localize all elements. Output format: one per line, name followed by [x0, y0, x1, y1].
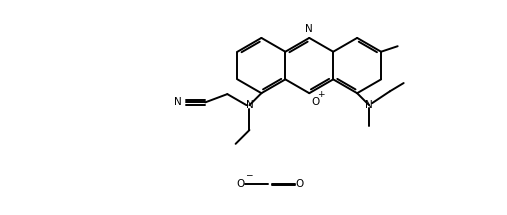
Text: N: N [174, 97, 182, 107]
Text: N: N [365, 100, 373, 110]
Text: O: O [311, 97, 319, 107]
Text: N: N [245, 100, 254, 110]
Text: N: N [305, 24, 313, 34]
Text: O: O [236, 179, 244, 189]
Text: −: − [245, 170, 252, 179]
Text: O: O [295, 179, 304, 189]
Text: +: + [317, 90, 324, 99]
